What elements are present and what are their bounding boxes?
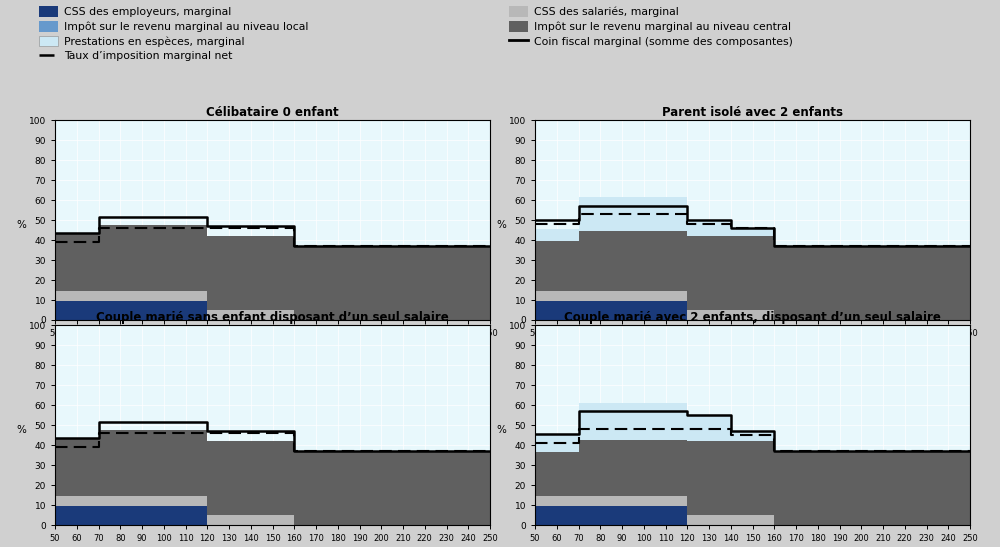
Y-axis label: %: % [16, 426, 26, 435]
Title: Couple marié avec 2 enfants, disposant d’un seul salaire: Couple marié avec 2 enfants, disposant d… [564, 311, 941, 324]
Legend: CSS des salariés, marginal, Impôt sur le revenu marginal au niveau central, Coin: CSS des salariés, marginal, Impôt sur le… [505, 3, 796, 50]
Y-axis label: %: % [496, 220, 506, 230]
Title: Couple marié sans enfant disposant d’un seul salaire: Couple marié sans enfant disposant d’un … [96, 311, 449, 324]
Y-axis label: %: % [16, 220, 26, 230]
Title: Célibataire 0 enfant: Célibataire 0 enfant [206, 106, 339, 119]
Title: Parent isolé avec 2 enfants: Parent isolé avec 2 enfants [662, 106, 843, 119]
Y-axis label: %: % [496, 426, 506, 435]
